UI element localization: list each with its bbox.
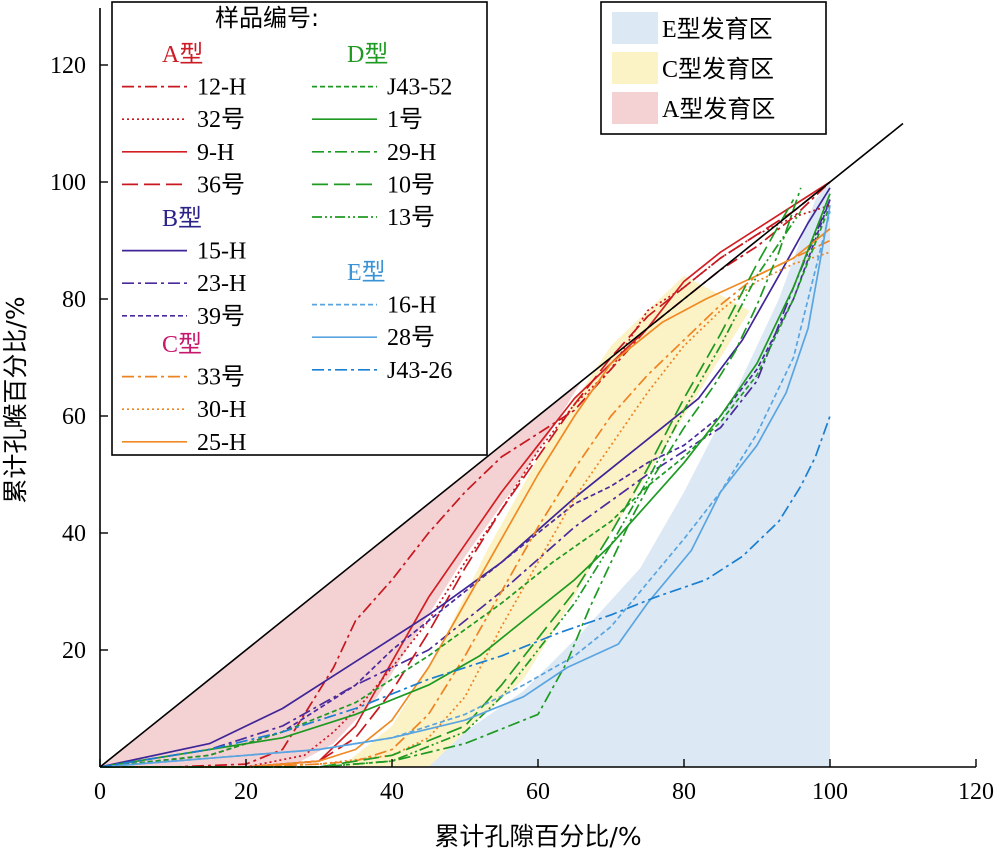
legend-entry-label: 13号 (387, 205, 435, 231)
region-legend-swatch (612, 12, 658, 44)
legend-group-title: D型 (347, 41, 388, 68)
series-line-13 (100, 187, 802, 768)
series-line-11 (99, 205, 831, 768)
series-line-10 (100, 228, 831, 768)
y-tick-label: 120 (50, 53, 86, 79)
y-tick-label: 20 (62, 638, 86, 664)
x-tick-label: 120 (958, 779, 994, 805)
x-tick-label: 100 (812, 779, 848, 805)
axes: 0 20 40 60 80 100 120 20 40 60 80 100 120 (50, 8, 994, 805)
region-1 (428, 182, 830, 767)
legend-entry-label: 28号 (387, 325, 435, 351)
region-legend-swatch (612, 52, 658, 84)
x-tick-label: 80 (672, 779, 696, 805)
y-tick-label: 80 (62, 287, 86, 313)
legend-entry-label: 15-H (197, 239, 246, 265)
series-line-6 (99, 199, 831, 768)
x-axis-label: 累计孔隙百分比/% (434, 822, 641, 851)
legend-entry-label: J43-52 (387, 75, 452, 101)
sample-legend-box (111, 1, 488, 456)
series-line-18 (99, 415, 831, 768)
series-line-15 (100, 210, 802, 768)
region-legend: E型发育区 C型发育区 A型发育区 (600, 1, 827, 135)
series-line-8 (100, 239, 831, 768)
legend-entry-label: 12-H (197, 75, 246, 101)
legend-group-title: C型 (162, 331, 202, 358)
diagonal-line (99, 122, 904, 768)
y-tick-label: 60 (62, 404, 86, 430)
legend-entry-label: 16-H (387, 293, 436, 319)
legend-entry-label: 39号 (197, 304, 245, 330)
x-tick-label: 20 (234, 779, 258, 805)
legend-entry-label: 33号 (197, 365, 245, 391)
legend-group-title: A型 (162, 41, 203, 68)
legend-entry-label: 29-H (387, 140, 436, 166)
region-legend-label: E型发育区 (662, 16, 773, 43)
series-line-9 (100, 251, 831, 768)
y-tick-label: 40 (62, 521, 86, 547)
legend-entry-label: 25-H (197, 430, 246, 456)
legend-entry-label: 9-H (197, 140, 234, 166)
legend-entry-label: 10号 (387, 172, 435, 198)
series-line-17 (99, 205, 831, 768)
legend-entry-label: 32号 (197, 107, 245, 133)
x-tick-label: 40 (380, 779, 404, 805)
legend-entry-label: 36号 (197, 172, 245, 198)
legend-entry-label: J43-26 (387, 358, 452, 384)
series-lines (99, 181, 831, 768)
x-tick-label: 60 (526, 779, 550, 805)
series-line-14 (100, 199, 795, 768)
region-legend-swatch (612, 92, 658, 124)
legend-group-title: E型 (347, 259, 386, 286)
series-line-7 (99, 199, 831, 768)
x-tick-label: 0 (94, 779, 106, 805)
reference-line (99, 122, 904, 768)
legend-entry-label: 1号 (387, 107, 423, 133)
region-legend-label: C型发育区 (662, 56, 774, 83)
legend-group-title: B型 (162, 205, 202, 232)
legend-entry-label: 23-H (197, 271, 246, 297)
series-line-12 (99, 193, 831, 768)
legend-entry-label: 30-H (197, 397, 246, 423)
region-2 (340, 275, 750, 767)
y-tick-label: 100 (50, 170, 86, 196)
region-legend-label: A型发育区 (662, 96, 775, 123)
y-axis-label: 累计孔喉百分比/% (1, 296, 30, 503)
sample-legend-title: 样品编号: (215, 4, 319, 32)
